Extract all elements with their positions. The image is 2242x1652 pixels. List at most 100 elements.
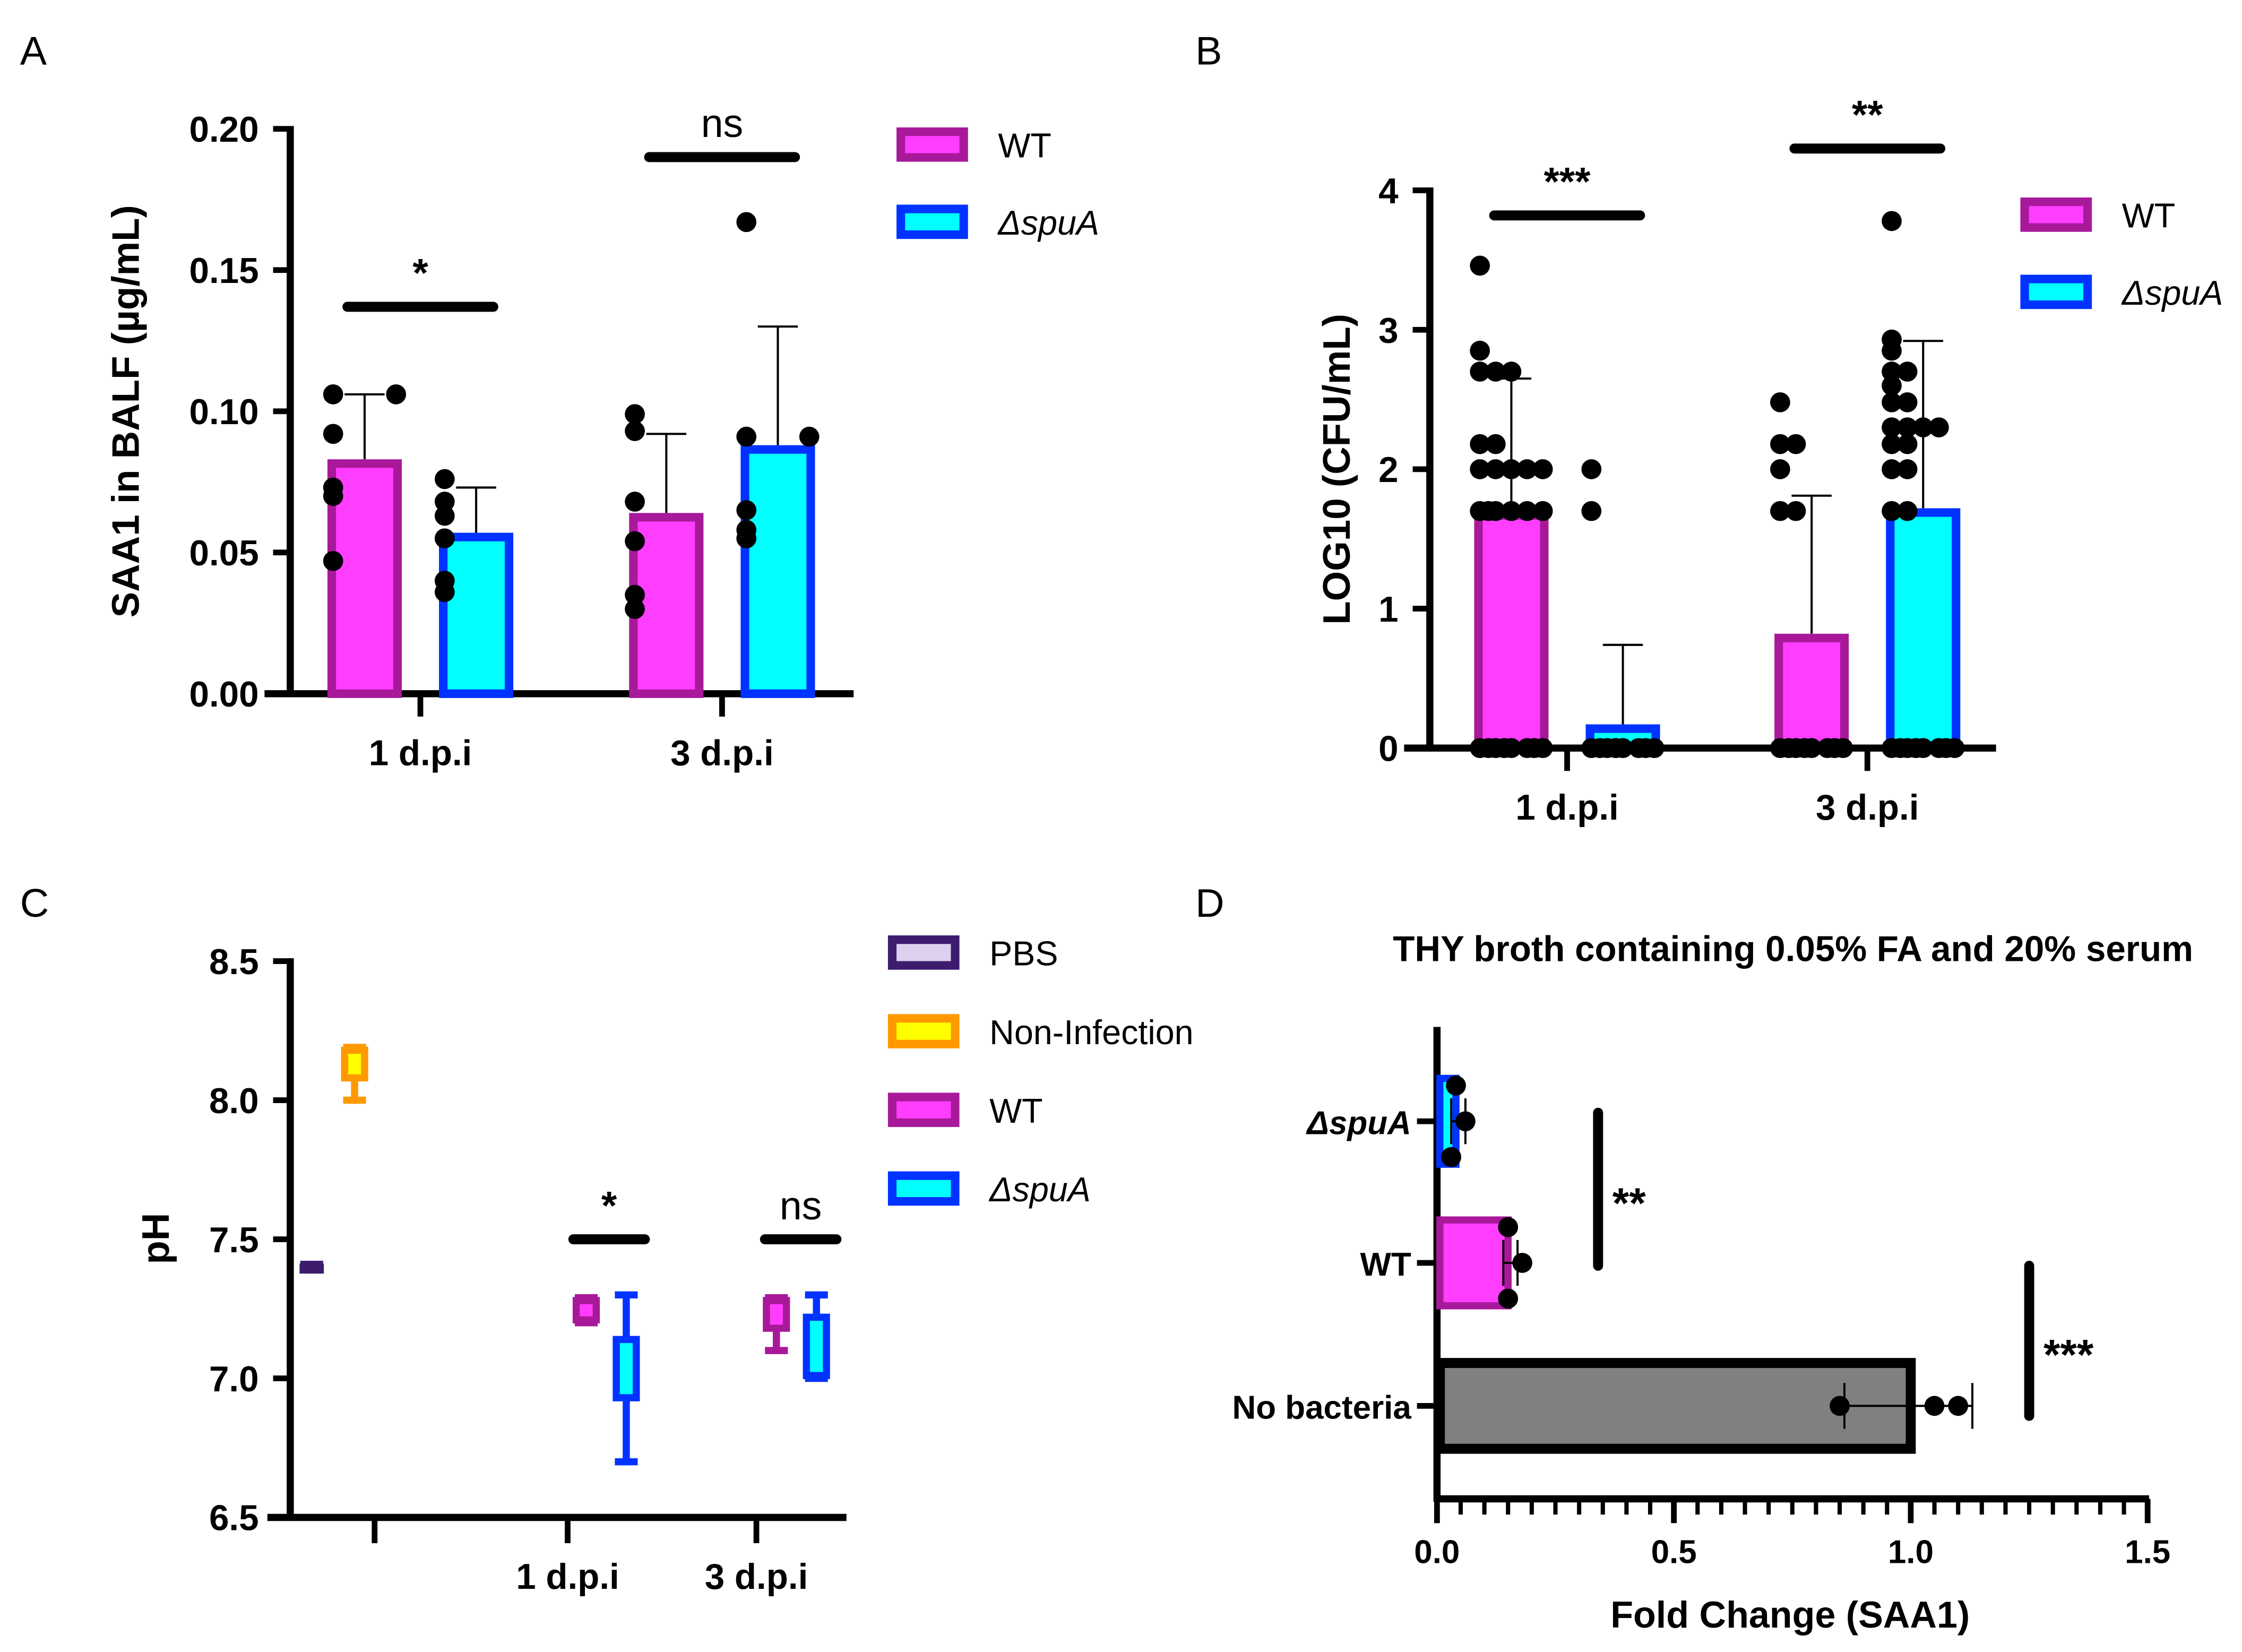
box-PBS	[299, 1263, 324, 1274]
bar-ΔspuA	[439, 532, 514, 698]
data-point	[1882, 434, 1902, 454]
data-point	[736, 528, 757, 549]
box-WT	[763, 1297, 790, 1332]
data-point	[1470, 434, 1490, 454]
x-tick-label: 1 d.p.i	[1515, 788, 1619, 828]
data-point	[434, 469, 455, 489]
data-point	[1512, 1253, 1532, 1273]
x-tick-label: 1 d.p.i	[516, 1557, 619, 1597]
y-tick-label: WT	[1360, 1246, 1411, 1283]
data-point	[1470, 362, 1490, 382]
y-tick-label: No bacteria	[1232, 1390, 1412, 1426]
y-tick-label: 7.0	[209, 1360, 259, 1399]
x-tick-label: 1.0	[1888, 1534, 1934, 1571]
significance-label: **	[1852, 92, 1883, 137]
x-tick-label: 1 d.p.i	[369, 734, 472, 773]
data-point	[1924, 1396, 1945, 1416]
data-point	[1882, 362, 1902, 382]
legend-label: ΔspuA	[988, 1170, 1091, 1209]
data-point	[434, 528, 455, 549]
y-tick-label: 4	[1378, 171, 1399, 211]
data-point	[1501, 501, 1522, 521]
data-point	[1470, 340, 1490, 361]
data-point	[386, 384, 407, 405]
x-tick-label: 1.5	[2125, 1534, 2170, 1571]
data-point	[1446, 1075, 1466, 1096]
panel-label: B	[1195, 29, 1222, 73]
data-point	[625, 531, 645, 552]
panel-label: A	[20, 29, 47, 73]
y-tick-label: 2	[1378, 450, 1398, 490]
data-point	[1524, 738, 1545, 759]
x-tick-label: 0.5	[1651, 1534, 1697, 1571]
data-point	[1897, 501, 1918, 521]
data-point	[1532, 459, 1553, 479]
box-ΔspuA	[803, 1313, 830, 1379]
data-point	[1517, 459, 1537, 479]
bar-ΔspuA	[740, 445, 815, 698]
panel-label: D	[1195, 881, 1224, 925]
data-point	[1770, 501, 1790, 521]
panel-A: 0.00 0.05 0.10 0.15 0.20 SAA1 in BALF (µg/mL)…	[104, 101, 1099, 773]
box-ΔspuA	[613, 1336, 640, 1401]
y-tick-label: 0	[1378, 729, 1398, 769]
data-point	[799, 426, 820, 447]
legend-label: WT	[989, 1091, 1043, 1130]
data-point	[1532, 501, 1553, 521]
legend-label: WT	[2122, 196, 2176, 235]
data-point	[434, 505, 455, 526]
data-point	[1913, 417, 1934, 437]
data-point	[1897, 459, 1918, 479]
y-tick-label: 3	[1378, 311, 1398, 350]
data-point	[1830, 1396, 1850, 1416]
data-point	[736, 500, 757, 520]
data-point	[1794, 738, 1815, 759]
data-point	[1590, 738, 1610, 759]
y-tick-label: 8.0	[209, 1081, 259, 1121]
legend-swatch	[2020, 274, 2092, 309]
x-tick-label: 3 d.p.i	[705, 1557, 808, 1597]
y-tick-label: 0.10	[189, 392, 259, 432]
data-point	[1478, 501, 1499, 521]
legend-swatch	[887, 1171, 960, 1206]
y-tick-label: 0.05	[189, 534, 259, 573]
bar-WT	[1474, 511, 1549, 753]
data-point	[625, 584, 645, 605]
data-point	[1882, 375, 1902, 396]
data-point	[1581, 459, 1602, 479]
data-point	[625, 404, 645, 424]
bar-WT	[1774, 633, 1849, 753]
data-point	[1581, 501, 1602, 521]
box-WT	[572, 1297, 600, 1324]
data-point	[323, 424, 343, 444]
data-point	[625, 599, 645, 620]
data-point	[1948, 1396, 1969, 1416]
x-axis-label: Fold Change (SAA1)	[1610, 1594, 1970, 1636]
data-point	[1770, 434, 1790, 454]
significance-label: *	[601, 1183, 617, 1228]
data-point	[1882, 329, 1902, 350]
y-tick-label: 0.00	[189, 675, 259, 715]
panel-D: THY broth containing 0.05% FA and 20% se…	[1232, 930, 2193, 1636]
panel-C: 6.5 7.0 7.5 8.0 8.5 pH 1 d.p.i 3 d.p.i * ns PBS Non…	[134, 934, 1194, 1597]
legend-swatch	[887, 1014, 960, 1048]
data-point	[1501, 459, 1522, 479]
data-point	[1517, 501, 1537, 521]
data-point	[1929, 417, 1949, 437]
significance-label: **	[1612, 1180, 1646, 1227]
legend-swatch	[887, 935, 960, 970]
data-point	[1494, 738, 1514, 759]
y-tick-label: ΔspuA	[1306, 1105, 1411, 1142]
bar-WT	[327, 459, 402, 698]
data-point	[1501, 362, 1522, 382]
data-point	[1936, 738, 1956, 759]
data-point	[1635, 738, 1656, 759]
bar-WT	[629, 513, 704, 698]
data-point	[1897, 434, 1918, 454]
significance-label: ***	[2043, 1331, 2094, 1379]
legend-label: PBS	[989, 934, 1058, 973]
data-point	[1897, 392, 1918, 412]
legend-swatch	[2020, 197, 2092, 232]
data-point	[1498, 1288, 1519, 1309]
data-point	[1770, 459, 1790, 479]
